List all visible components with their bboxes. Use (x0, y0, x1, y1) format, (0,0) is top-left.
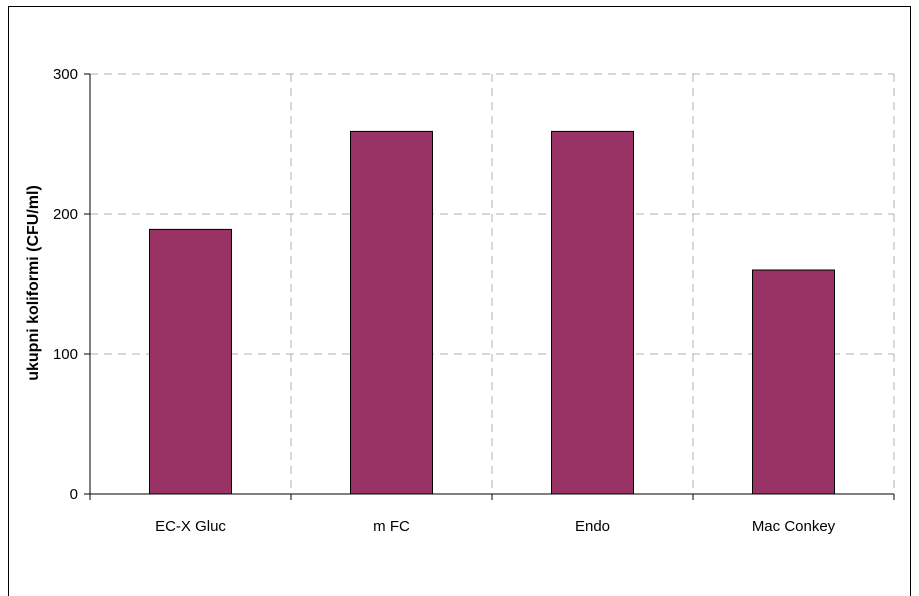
x-tick-label: m FC (373, 518, 410, 535)
bar-mac-conkey (752, 269, 835, 495)
y-tick-label: 100 (53, 346, 78, 363)
chart-frame (8, 6, 911, 596)
bar-m-fc (350, 130, 433, 495)
x-tick-label: EC-X Gluc (155, 518, 226, 535)
bar-ec-x-gluc (149, 228, 232, 495)
y-axis-title: ukupni koliformi (CFU/ml) (25, 185, 42, 381)
x-tick-label: Endo (575, 518, 610, 535)
y-tick-label: 0 (70, 486, 78, 503)
bars (149, 130, 835, 495)
tick-labels: 0 100 200 300 EC-X Gluc m FC Endo Mac Conkey (53, 66, 836, 535)
bar-endo (551, 130, 634, 495)
y-tick-label: 300 (53, 66, 78, 83)
x-tick-label: Mac Conkey (752, 518, 836, 535)
axes (84, 73, 895, 500)
y-tick-label: 200 (53, 206, 78, 223)
